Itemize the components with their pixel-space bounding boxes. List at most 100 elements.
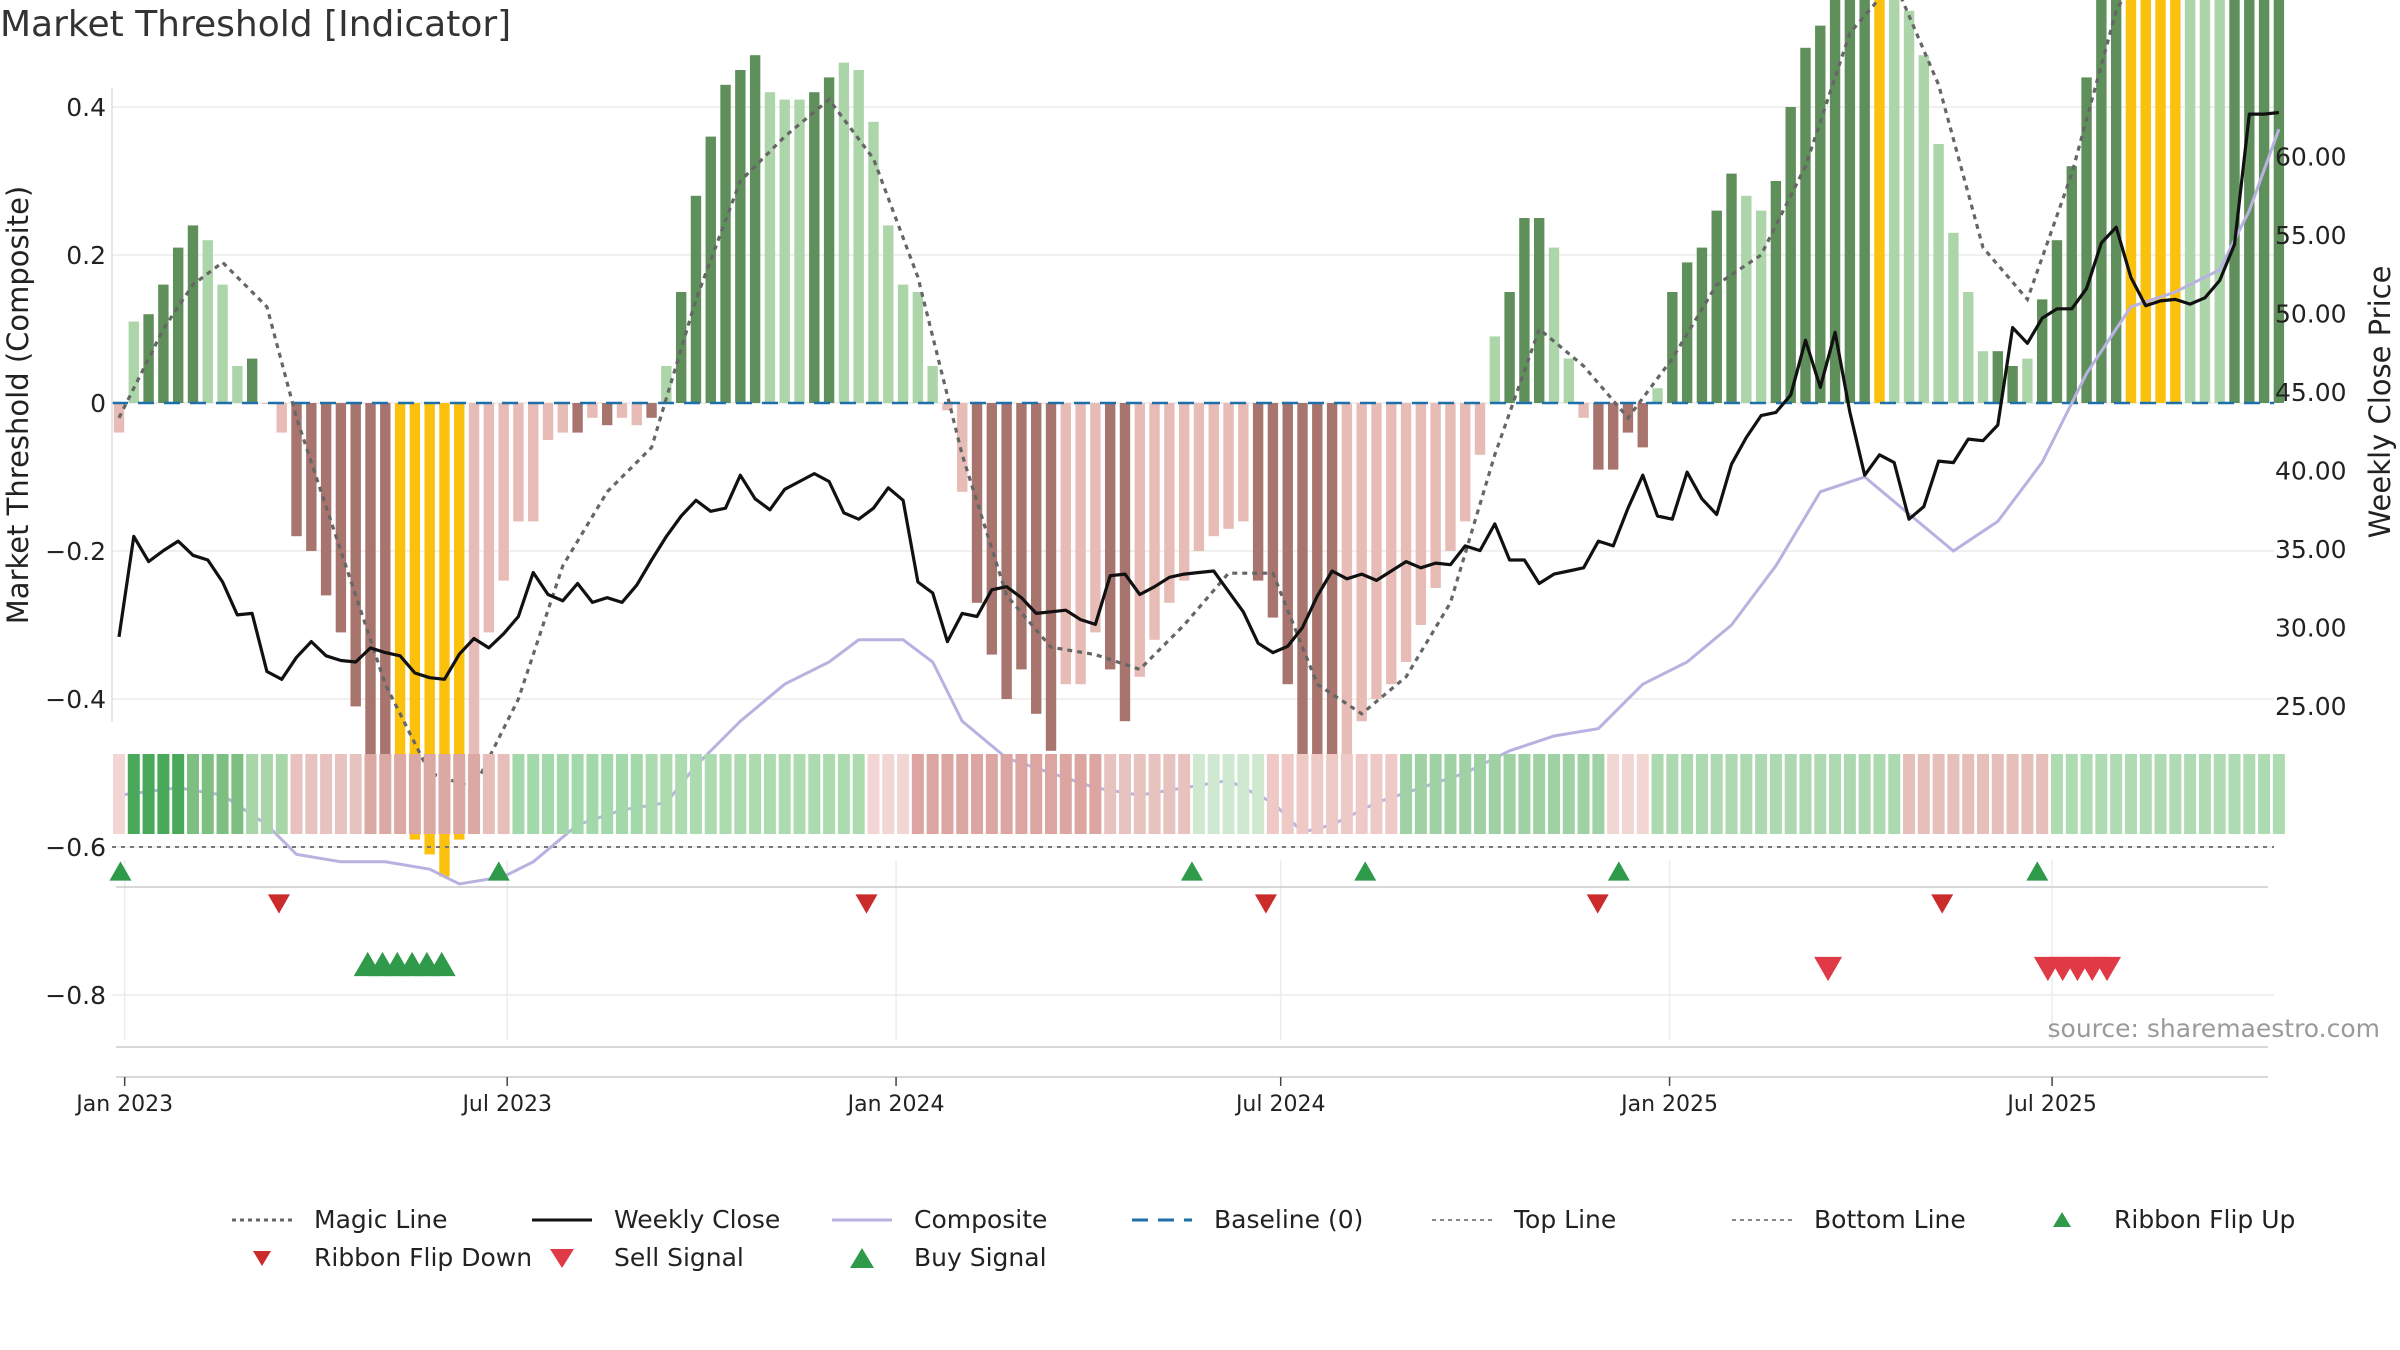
ribbon-cell (2139, 754, 2152, 834)
composite-bar (1800, 47, 1811, 404)
ribbon-cell (1503, 754, 1516, 834)
ribbon-flip-up-marker (487, 861, 510, 881)
date-axis: Jan 2023 Jul 2023 Jan 2024 Jul 2024 Jan 2025… (74, 1077, 2097, 1117)
composite-bar (1755, 210, 1767, 403)
y2-tick-label: 35.00 (2275, 535, 2347, 564)
composite-bar (1977, 351, 1989, 403)
composite-bar (1178, 403, 1190, 581)
composite-bar (1045, 403, 1057, 751)
composite-bar (202, 240, 213, 403)
composite-bar (483, 403, 495, 633)
legend-label: Buy Signal (914, 1243, 1047, 1272)
ribbon-cell (2050, 754, 2063, 834)
ribbon-cell (2169, 754, 2182, 834)
legend-item: Sell Signal (530, 1243, 744, 1272)
ribbon-cell (1547, 754, 1560, 834)
ribbon-cell (823, 754, 836, 834)
composite-bar (1356, 403, 1367, 722)
triangle-up-large-icon (830, 1247, 894, 1268)
composite-bar (868, 121, 879, 404)
legend-item: Bottom Line (1730, 1205, 1966, 1234)
composite-bar (587, 403, 598, 418)
ribbon-flip-up-marker (1354, 861, 1377, 881)
ribbon-cell (601, 754, 614, 834)
ribbon-flip-up-marker (109, 861, 132, 881)
ribbon-cell (660, 754, 673, 834)
composite-bar (409, 403, 421, 840)
reference-lines (112, 401, 2274, 848)
y2-tick-label: 25.00 (2275, 692, 2347, 721)
ribbon-cell (586, 754, 599, 834)
composite-bar (957, 403, 968, 492)
y2-tick-label: 55.00 (2275, 221, 2347, 250)
composite-bar (1400, 403, 1412, 662)
ribbon-cell (334, 754, 347, 834)
ribbon-cell (1281, 754, 1294, 834)
y2-tick-label: 45.00 (2275, 378, 2347, 407)
composite-bar (2170, 0, 2181, 403)
dotted-line-light-icon (1730, 1210, 1794, 1230)
composite-bar (306, 403, 317, 551)
legend-label: Sell Signal (614, 1243, 744, 1272)
composite-bar (779, 99, 790, 403)
ribbon-cell (305, 754, 318, 834)
composite-bar (1090, 403, 1101, 633)
ribbon-cell (1340, 754, 1353, 834)
solid-line-icon (530, 1210, 594, 1230)
composite-bar (794, 99, 805, 403)
composite-bar (912, 292, 924, 403)
composite-bar (1164, 403, 1175, 603)
y-axis-label: Market Threshold (Composite) (1, 186, 35, 624)
ribbon-cell (2243, 754, 2256, 834)
buy-signal-marker (427, 951, 456, 977)
composite-bar (1874, 0, 1885, 404)
ribbon-cell (394, 754, 407, 834)
legend-label: Composite (914, 1205, 1048, 1234)
composite-bar (1667, 292, 1678, 403)
ribbon-cell (1947, 754, 1960, 834)
composite-bar (1519, 218, 1530, 403)
composite-bar (2096, 0, 2107, 403)
composite-bar (1386, 403, 1397, 685)
ribbon-cell (231, 754, 244, 834)
y2-tick-label: 40.00 (2275, 457, 2347, 486)
composite-bar (1208, 403, 1219, 537)
triangle-up-small-icon (2030, 1210, 2094, 1230)
ribbon-cell (1488, 754, 1501, 834)
composite-bar (320, 403, 332, 596)
ribbon-cell (1163, 754, 1176, 834)
composite-bar (335, 403, 347, 633)
composite-bar (942, 403, 953, 411)
ribbon-cell (1991, 754, 2004, 834)
ribbon-cell (1192, 754, 1205, 834)
ribbon-flip-down-marker (1931, 894, 1954, 914)
ribbon-cell (852, 754, 865, 834)
composite-bar (2184, 0, 2196, 404)
composite-bar (1060, 403, 1071, 685)
composite-bar (1696, 247, 1708, 403)
composite-bar (1016, 403, 1027, 670)
ribbon-cell (260, 754, 273, 834)
ribbon-cell (497, 754, 510, 834)
composite-bar (2273, 0, 2285, 403)
ribbon-cell (246, 754, 259, 834)
ribbon-cell (808, 754, 821, 834)
ribbon-cell (468, 754, 481, 834)
ribbon-flip-up-marker (1180, 861, 1203, 881)
ribbon-cell (1296, 754, 1309, 834)
legend-label: Magic Line (314, 1205, 448, 1234)
ribbon-cell (320, 754, 333, 834)
legend-label: Baseline (0) (1214, 1205, 1364, 1234)
composite-bar (1031, 403, 1042, 714)
ribbon-cell (1518, 754, 1531, 834)
ribbon-cell (911, 754, 924, 834)
y-tick-label: 0 (90, 389, 106, 418)
composite-bar (838, 62, 850, 403)
composite-bar (631, 403, 642, 426)
composite-bar (675, 292, 687, 403)
ribbon-cell (408, 754, 421, 834)
ribbon-cell (689, 754, 702, 834)
composite-bar (1741, 195, 1752, 403)
ribbon-cell (364, 754, 377, 834)
ribbon-cell (1370, 754, 1383, 834)
